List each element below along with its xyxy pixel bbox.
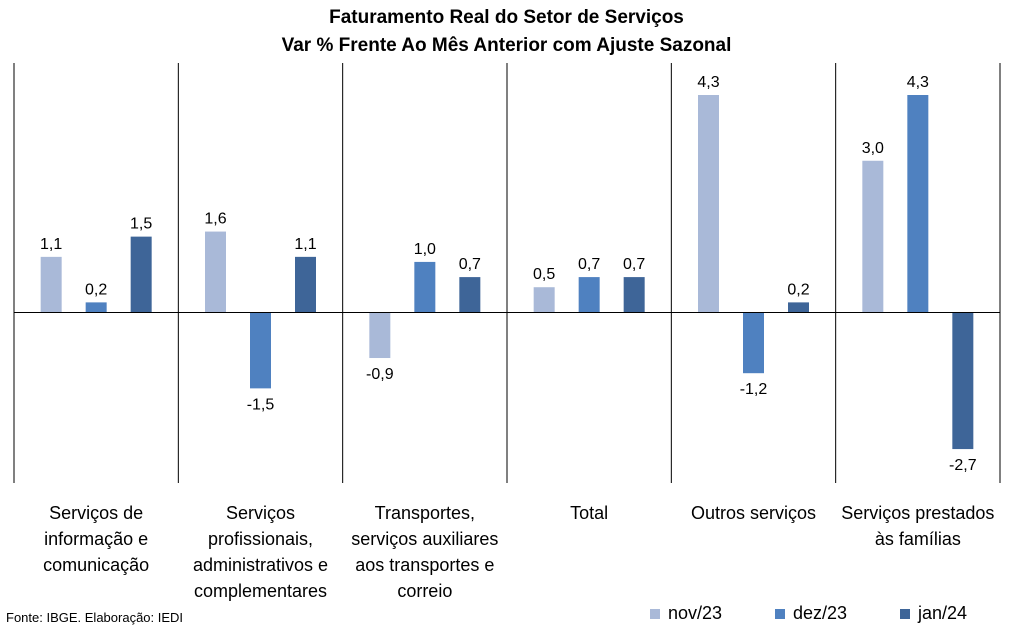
data-label: 1,1 bbox=[294, 236, 316, 253]
legend-label-nov23: nov/23 bbox=[668, 603, 723, 623]
category-label: Total bbox=[570, 503, 608, 523]
category-label: profissionais, bbox=[208, 529, 313, 549]
data-label: 0,2 bbox=[85, 281, 107, 298]
category-label: Serviços bbox=[226, 503, 295, 523]
data-label: 1,0 bbox=[414, 241, 436, 258]
bar bbox=[85, 302, 107, 313]
data-label: 4,3 bbox=[907, 74, 929, 91]
bar bbox=[250, 312, 271, 389]
category-label: informação e bbox=[44, 529, 148, 549]
data-label: 3,0 bbox=[862, 140, 884, 157]
data-label: 0,7 bbox=[623, 256, 645, 273]
chart-title-line1: Faturamento Real do Setor de Serviços bbox=[329, 7, 684, 28]
bar bbox=[130, 236, 152, 313]
bar bbox=[743, 312, 764, 374]
bar bbox=[533, 287, 555, 313]
data-label: -2,7 bbox=[949, 457, 977, 474]
category-label: Serviços prestados bbox=[841, 503, 994, 523]
data-label: 0,5 bbox=[533, 266, 555, 283]
legend-item-nov23: nov/23 bbox=[650, 603, 775, 624]
category-label: serviços auxiliares bbox=[351, 529, 498, 549]
legend-item-dez23: dez/23 bbox=[775, 603, 900, 624]
bar bbox=[578, 277, 600, 313]
legend-swatch-dez23 bbox=[775, 608, 785, 619]
category-label: comunicação bbox=[43, 555, 149, 575]
chart-title-line2: Var % Frente Ao Mês Anterior com Ajuste … bbox=[281, 35, 732, 56]
category-label: complementares bbox=[194, 581, 327, 601]
legend-label-dez23: dez/23 bbox=[793, 603, 848, 623]
bar bbox=[698, 95, 719, 313]
legend-item-jan24: jan/24 bbox=[900, 603, 1013, 624]
data-label: 0,7 bbox=[459, 256, 481, 273]
category-label: Transportes, bbox=[375, 503, 475, 523]
bar bbox=[459, 277, 481, 313]
bar bbox=[369, 312, 391, 359]
bar bbox=[788, 302, 809, 313]
category-label: Serviços de bbox=[49, 503, 143, 523]
legend-label-jan24: jan/24 bbox=[918, 603, 968, 623]
bar bbox=[205, 231, 226, 313]
data-label: -0,9 bbox=[366, 366, 394, 383]
category-label: aos transportes e bbox=[355, 555, 494, 575]
data-label: -1,5 bbox=[247, 396, 275, 413]
category-label: administrativos e bbox=[193, 555, 328, 575]
legend: nov/23 dez/23 jan/24 bbox=[650, 603, 1013, 624]
data-label: 1,6 bbox=[204, 211, 226, 228]
data-label: 1,5 bbox=[130, 216, 152, 233]
bar bbox=[295, 256, 316, 313]
bar bbox=[40, 256, 62, 313]
legend-swatch-nov23 bbox=[650, 608, 660, 619]
category-label: correio bbox=[397, 581, 452, 601]
legend-swatch-jan24 bbox=[900, 608, 910, 619]
data-label: 0,2 bbox=[787, 281, 809, 298]
category-label: Outros serviços bbox=[691, 503, 816, 523]
source-note: Fonte: IBGE. Elaboração: IEDI bbox=[6, 610, 184, 625]
category-label: às famílias bbox=[875, 529, 961, 549]
data-label: 0,7 bbox=[578, 256, 600, 273]
bar bbox=[952, 312, 974, 450]
bar bbox=[907, 95, 929, 313]
data-label: 4,3 bbox=[697, 74, 719, 91]
bar bbox=[623, 277, 645, 313]
bar bbox=[862, 160, 884, 313]
data-label: -1,2 bbox=[740, 381, 768, 398]
bar bbox=[414, 261, 436, 313]
data-label: 1,1 bbox=[40, 236, 62, 253]
